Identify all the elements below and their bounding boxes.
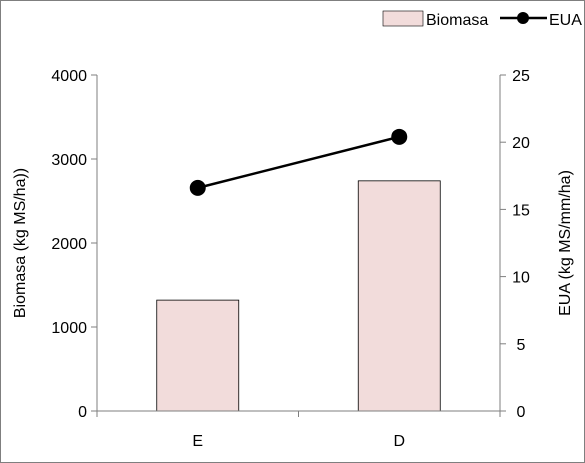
legend: Biomasa EUA	[382, 10, 582, 29]
plot-area: 0 1000 2000 3000 4000 0 5 10 15 20 25 E D	[51, 68, 530, 450]
y2-tick-label: 25	[512, 68, 530, 85]
y-tick-label: 4000	[51, 68, 87, 85]
eua-point-e	[189, 179, 206, 196]
y-tick-label: 1000	[51, 320, 87, 337]
y2-tick-label: 5	[517, 337, 526, 354]
bar-d	[357, 180, 441, 412]
legend-swatch-biomasa	[382, 10, 424, 27]
y2-tick-label: 15	[512, 202, 530, 219]
y2-tick-label: 0	[517, 404, 526, 421]
legend-label-biomasa: Biomasa	[426, 12, 488, 29]
eua-point-d	[391, 128, 408, 145]
legend-label-eua: EUA	[549, 12, 582, 29]
x-tick-label: E	[192, 433, 203, 450]
x-tick-label: D	[393, 433, 405, 450]
y-tick-label: 2000	[51, 236, 87, 253]
y2-tick-label: 10	[512, 270, 530, 287]
y-tick-label: 0	[78, 404, 87, 421]
bar-e	[156, 299, 240, 412]
y-axis-title: Biomasa (kg MS/ha))	[12, 168, 29, 318]
y-tick-label: 3000	[51, 152, 87, 169]
y2-axis-title: EUA (kg MS/mm/ha)	[557, 170, 574, 316]
legend-marker-eua	[517, 12, 529, 24]
y2-tick-label: 20	[512, 135, 530, 152]
eua-line	[197, 135, 400, 190]
